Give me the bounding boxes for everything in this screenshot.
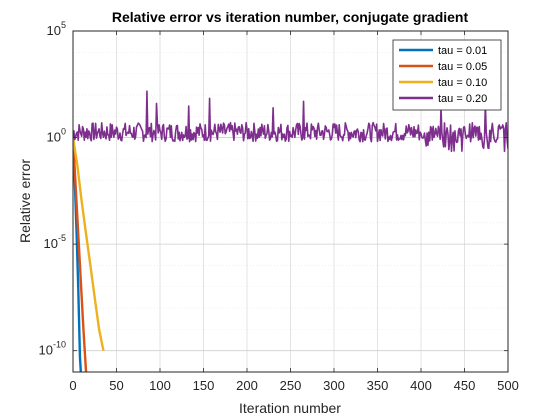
x-tick-label: 50 [109, 378, 123, 393]
y-axis-label: Relative error [17, 159, 33, 243]
legend: tau = 0.01 tau = 0.05 tau = 0.10 tau = 0.20 [392, 39, 502, 111]
x-tick-label: 450 [454, 378, 476, 393]
legend-label-1: tau = 0.01 [438, 45, 487, 57]
x-tick-label: 400 [410, 378, 432, 393]
chart-title: Relative error vs iteration number, conj… [112, 9, 469, 25]
series-line-4 [73, 90, 508, 153]
ticks [72, 30, 509, 372]
series-line-2 [73, 137, 88, 372]
x-axis-label: Iteration number [239, 400, 341, 416]
series-line-3 [73, 137, 105, 351]
x-tick-label: 100 [149, 378, 171, 393]
x-tick-label: 150 [193, 378, 215, 393]
x-tick-label: 350 [367, 378, 389, 393]
y-tick-label: 105 [47, 20, 66, 38]
y-tick-label: 10-10 [39, 340, 66, 358]
y-tick-label: 100 [47, 127, 66, 145]
y-tick-labels: 105 100 10-5 10-10 [39, 20, 66, 358]
series-layer [73, 90, 508, 372]
x-tick-label: 500 [497, 378, 519, 393]
x-tick-label: 300 [323, 378, 345, 393]
x-tick-labels: 0 50 100 150 200 250 300 350 400 450 500 [69, 378, 518, 393]
x-tick-label: 200 [236, 378, 258, 393]
x-tick-label: 250 [280, 378, 302, 393]
legend-label-3: tau = 0.10 [438, 77, 487, 89]
legend-label-4: tau = 0.20 [438, 93, 487, 105]
y-tick-label: 10-5 [44, 233, 66, 251]
legend-label-2: tau = 0.05 [438, 61, 487, 73]
x-tick-label: 0 [69, 378, 76, 393]
